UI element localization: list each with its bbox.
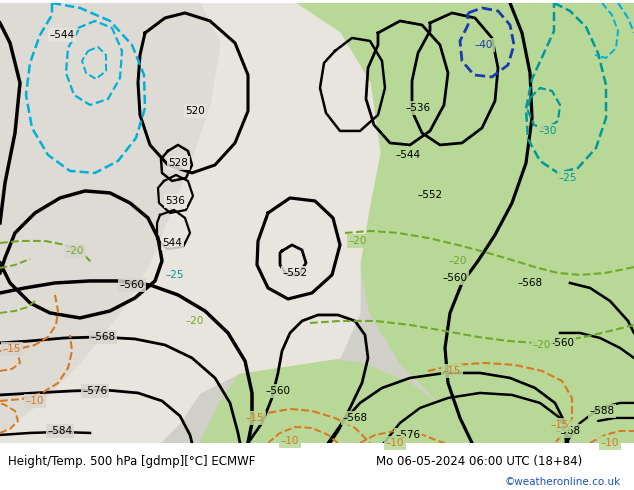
Text: –20: –20 bbox=[186, 316, 204, 326]
Text: –15: –15 bbox=[246, 413, 264, 423]
Text: –588: –588 bbox=[590, 406, 614, 416]
Text: –536: –536 bbox=[405, 103, 430, 113]
Text: –568: –568 bbox=[517, 278, 543, 288]
Text: Height/Temp. 500 hPa [gdmp][°C] ECMWF: Height/Temp. 500 hPa [gdmp][°C] ECMWF bbox=[8, 455, 256, 468]
Text: 528: 528 bbox=[168, 158, 188, 168]
Polygon shape bbox=[0, 3, 220, 433]
Text: –568: –568 bbox=[342, 413, 368, 423]
Polygon shape bbox=[0, 3, 380, 443]
Text: –552: –552 bbox=[417, 190, 443, 200]
Text: –560: –560 bbox=[119, 280, 145, 290]
Text: –568: –568 bbox=[91, 332, 115, 342]
Text: –40: –40 bbox=[475, 40, 493, 50]
Text: Mo 06-05-2024 06:00 UTC (18+84): Mo 06-05-2024 06:00 UTC (18+84) bbox=[376, 455, 582, 468]
Text: –560: –560 bbox=[443, 273, 467, 283]
Text: –10: –10 bbox=[386, 438, 404, 448]
Text: –10: –10 bbox=[26, 396, 44, 406]
Text: –10: –10 bbox=[281, 436, 299, 446]
Text: –560: –560 bbox=[266, 386, 290, 396]
Text: –10: –10 bbox=[601, 438, 619, 448]
Text: –25: –25 bbox=[559, 173, 577, 183]
Text: –584: –584 bbox=[48, 426, 72, 436]
Polygon shape bbox=[200, 358, 540, 443]
Text: –20: –20 bbox=[449, 256, 467, 266]
Text: –15: –15 bbox=[443, 366, 462, 376]
Text: –20: –20 bbox=[349, 236, 367, 246]
Text: ©weatheronline.co.uk: ©weatheronline.co.uk bbox=[505, 477, 621, 487]
Text: –576: –576 bbox=[396, 430, 420, 440]
Text: –544: –544 bbox=[49, 30, 75, 40]
Text: 520: 520 bbox=[185, 106, 205, 116]
Text: –576: –576 bbox=[82, 386, 108, 396]
Polygon shape bbox=[295, 3, 634, 443]
Text: –552: –552 bbox=[282, 268, 307, 278]
Text: 544: 544 bbox=[162, 238, 182, 248]
Text: –15: –15 bbox=[551, 420, 569, 430]
Text: –568: –568 bbox=[555, 426, 581, 436]
Text: –15: –15 bbox=[3, 344, 22, 354]
Text: 536: 536 bbox=[165, 196, 185, 206]
Text: –20: –20 bbox=[533, 340, 551, 350]
Text: –20: –20 bbox=[66, 246, 84, 256]
Text: –560: –560 bbox=[550, 338, 574, 348]
Text: –30: –30 bbox=[539, 126, 557, 136]
Text: –25: –25 bbox=[165, 270, 184, 280]
Text: –544: –544 bbox=[396, 150, 420, 160]
